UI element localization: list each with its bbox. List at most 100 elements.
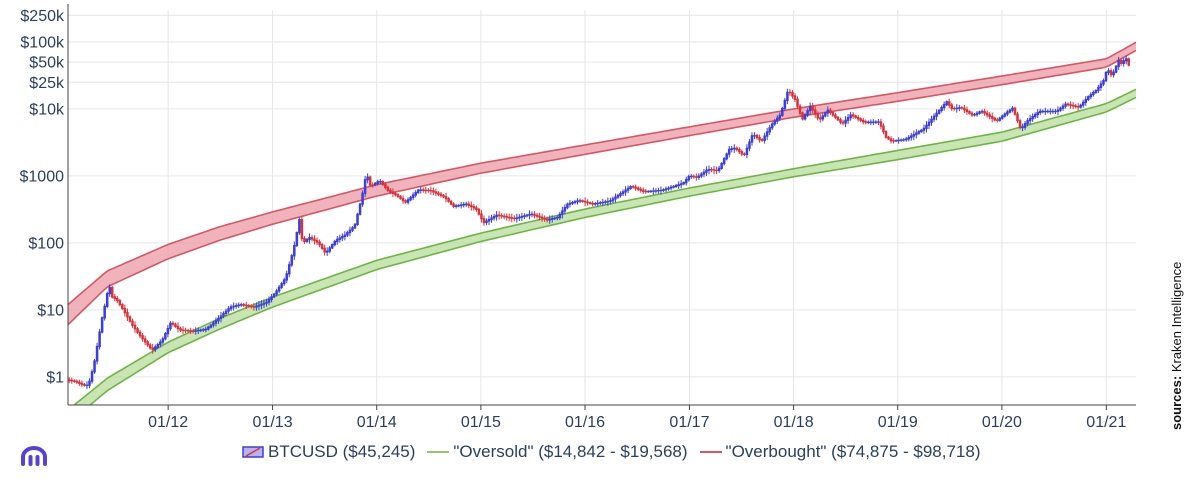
price-candle <box>892 140 895 142</box>
price-candle <box>599 202 602 204</box>
price-candle <box>856 116 860 120</box>
price-candle <box>581 200 584 203</box>
legend-item-oversold[interactable]: "Oversold" ($14,842 - $19,568) <box>427 442 688 462</box>
price-candle <box>186 329 190 332</box>
price-candle <box>424 189 428 192</box>
price-candle <box>566 203 569 209</box>
price-candle <box>328 247 331 252</box>
price-candle <box>720 162 723 169</box>
price-candle <box>1006 111 1009 115</box>
price-candle <box>538 215 541 218</box>
price-candle <box>138 331 142 337</box>
y-tick-labels: $250k $100k $50k $25k $10k $1000 $100 $10 $1 <box>20 8 66 387</box>
price-candle <box>604 201 607 203</box>
price-candle <box>447 197 450 202</box>
price-candle <box>454 205 458 208</box>
price-candle <box>1112 71 1115 76</box>
price-candle <box>80 382 84 386</box>
price-candle <box>1011 107 1014 111</box>
price-candle <box>1102 80 1105 85</box>
price-candle <box>684 179 688 184</box>
price-candle <box>872 121 875 123</box>
price-candle <box>692 175 696 178</box>
price-candle <box>313 238 316 242</box>
price-candle <box>553 217 557 220</box>
source-credit: sources: Kraken Intelligence <box>1169 262 1189 450</box>
price-candle <box>533 213 536 216</box>
price-candle <box>452 203 455 208</box>
legend-item-btcusd[interactable]: BTCUSD ($45,245) <box>242 442 415 462</box>
price-candle <box>998 117 1002 121</box>
price-candle <box>429 189 433 192</box>
oversold-band-fill <box>74 89 1136 405</box>
price-candle <box>103 305 106 319</box>
price-candle <box>1003 113 1007 117</box>
legend-item-overbought[interactable]: "Overbought" ($74,875 - $98,718) <box>699 442 981 462</box>
price-candle <box>217 317 220 322</box>
price-candle <box>1127 58 1131 66</box>
price-candle <box>490 217 493 221</box>
y-tick-label: $1 <box>46 369 64 386</box>
price-candle <box>262 302 266 305</box>
price-candle <box>616 194 620 198</box>
price-candle <box>925 124 928 129</box>
price-candle <box>781 107 784 116</box>
price-candle <box>146 341 149 346</box>
oversold-band-upper-line <box>72 88 1136 405</box>
price-candle <box>735 147 739 151</box>
price-candle <box>353 223 357 229</box>
price-candle <box>293 245 296 257</box>
price-candle <box>191 330 195 332</box>
price-candle <box>462 203 465 206</box>
price-candle <box>1026 120 1029 125</box>
y-tick-label: $100k <box>20 34 65 51</box>
price-candle <box>763 135 766 141</box>
price-candle <box>439 193 443 197</box>
price-candle <box>1001 115 1004 119</box>
price-candle <box>596 202 600 205</box>
price-candle <box>1059 107 1062 111</box>
price-candle <box>505 216 508 218</box>
price-candle <box>659 189 663 192</box>
price-candle <box>801 112 804 120</box>
price-candle <box>619 193 622 197</box>
y-tick-label: $1000 <box>20 168 65 185</box>
price-candle <box>591 202 594 205</box>
price-candle <box>159 341 162 346</box>
price-candle <box>219 315 223 319</box>
price-candle <box>482 218 486 224</box>
price-candle <box>214 320 218 324</box>
price-candle <box>113 296 117 300</box>
price-candle <box>641 189 645 192</box>
price-candle <box>1087 96 1090 101</box>
price-candle <box>813 109 817 115</box>
price-candle <box>758 137 761 141</box>
price-candle <box>854 115 857 119</box>
price-candle <box>631 186 635 188</box>
overbought-band-upper-line <box>68 41 1136 306</box>
price-candle <box>942 104 946 109</box>
price-candle <box>1089 93 1093 98</box>
price-candle <box>1109 70 1113 76</box>
price-candle <box>700 173 703 177</box>
price-candle <box>712 169 716 171</box>
price-candle <box>990 115 994 119</box>
price-candle <box>515 217 519 220</box>
price-candle <box>280 282 283 288</box>
price-candle <box>123 307 127 314</box>
price-candle <box>229 306 233 310</box>
price-candle <box>687 175 691 181</box>
price-candle <box>98 331 101 348</box>
price-candle <box>970 112 974 116</box>
price-candle <box>821 115 825 120</box>
price-candle <box>136 328 139 333</box>
price-candle <box>634 186 637 189</box>
price-candle <box>1092 91 1095 96</box>
price-candle <box>333 240 337 246</box>
price-candle <box>715 169 718 172</box>
price-candle <box>568 202 572 205</box>
price-candle <box>242 304 246 306</box>
price-candle <box>472 206 476 209</box>
price-candle <box>386 186 390 191</box>
price-candle <box>141 335 144 340</box>
